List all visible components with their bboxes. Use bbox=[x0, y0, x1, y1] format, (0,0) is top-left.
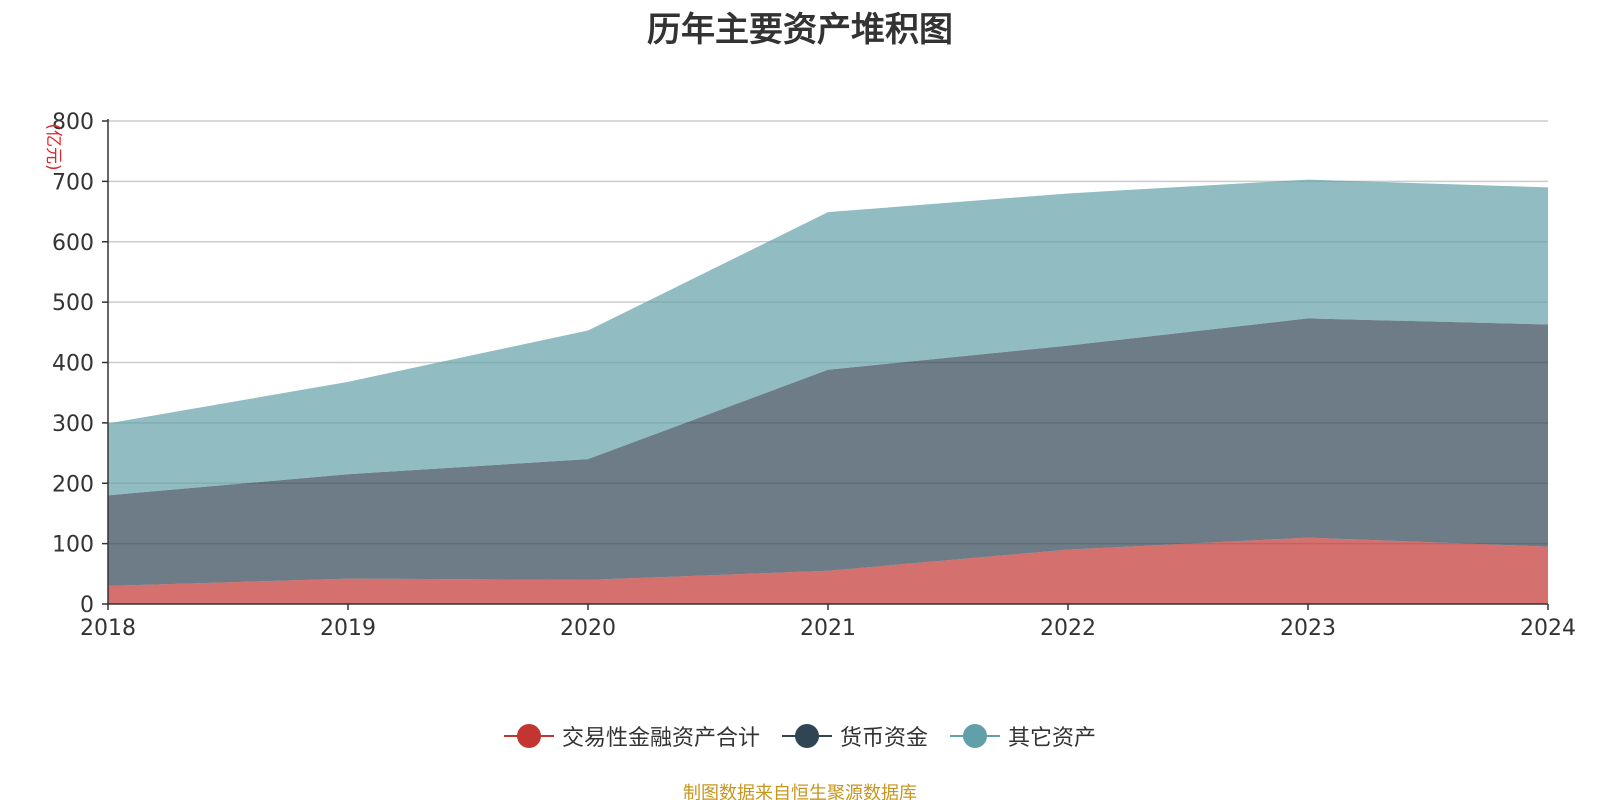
x-tick-label: 2020 bbox=[560, 616, 616, 641]
y-tick-label: 300 bbox=[52, 412, 94, 437]
y-tick-label: 600 bbox=[52, 231, 94, 256]
y-tick-label: 500 bbox=[52, 291, 94, 316]
x-tick-label: 2024 bbox=[1520, 616, 1576, 641]
legend-label: 交易性金融资产合计 bbox=[561, 726, 760, 751]
x-tick-label: 2023 bbox=[1280, 616, 1336, 641]
legend-item-2[interactable]: 货币资金 bbox=[781, 720, 928, 752]
area-series-3 bbox=[108, 179, 1548, 496]
legend-dot bbox=[963, 724, 987, 748]
legend-dot bbox=[794, 724, 819, 748]
x-tick-label: 2019 bbox=[320, 616, 376, 641]
legend-label: 其它资产 bbox=[1008, 726, 1097, 751]
legend-marker-icon bbox=[781, 723, 832, 749]
legend-item-1[interactable]: 交易性金融资产合计 bbox=[503, 720, 760, 752]
legend-dot bbox=[516, 724, 541, 748]
y-unit-label: (亿元) bbox=[43, 123, 63, 170]
y-tick-label: 0 bbox=[80, 593, 94, 618]
legend-item-3[interactable]: 其它资产 bbox=[950, 720, 1096, 752]
x-tick-label: 2022 bbox=[1040, 616, 1096, 641]
legend-label: 货币资金 bbox=[839, 726, 928, 751]
legend-marker-icon bbox=[950, 723, 1000, 749]
chart-legend: 交易性金融资产合计 货币资金 其它资产 bbox=[0, 720, 1600, 752]
y-tick-label: 200 bbox=[52, 472, 94, 497]
y-tick-label: 700 bbox=[52, 170, 94, 195]
chart-title: 历年主要资产堆积图 bbox=[647, 10, 953, 50]
y-tick-label: 400 bbox=[52, 352, 94, 377]
y-tick-label: 800 bbox=[52, 110, 94, 135]
source-note: 制图数据来自恒生聚源数据库 bbox=[683, 783, 917, 800]
y-tick-label: 100 bbox=[52, 533, 94, 558]
area-series-2 bbox=[108, 318, 1548, 586]
stacked-area-chart: 0 100 200 300 400 500 600 700 800 2018 2019 2020 202… bbox=[43, 110, 1576, 641]
x-tick-label: 2021 bbox=[800, 616, 856, 641]
x-tick-label: 2018 bbox=[80, 616, 136, 641]
legend-marker-icon bbox=[503, 723, 554, 749]
